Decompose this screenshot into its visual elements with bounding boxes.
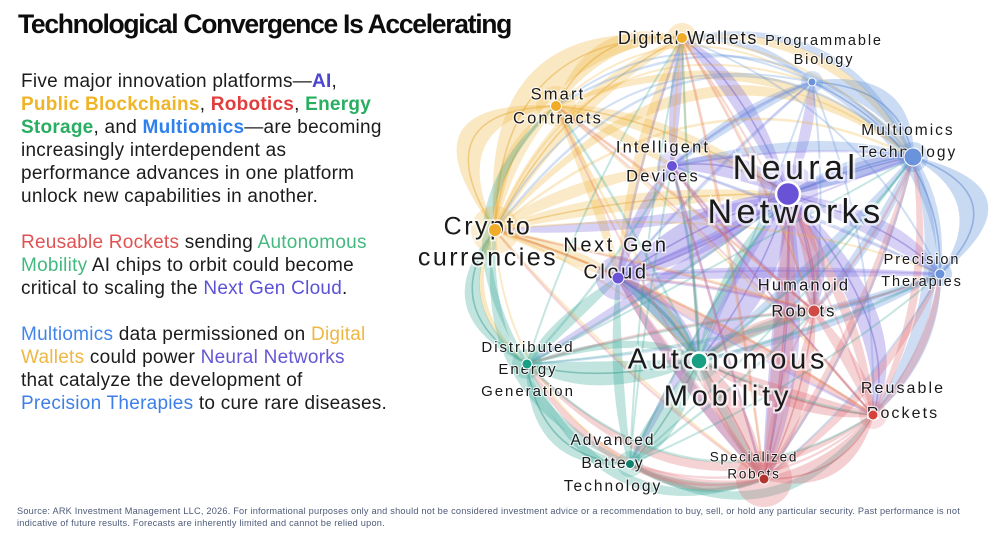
svg-text:Technology: Technology xyxy=(564,478,663,495)
svg-text:Devices: Devices xyxy=(626,167,700,185)
svg-text:Precision: Precision xyxy=(884,252,961,268)
svg-text:Contracts: Contracts xyxy=(513,109,603,127)
svg-text:currencies: currencies xyxy=(418,244,558,272)
svg-text:Therapies: Therapies xyxy=(881,274,963,290)
svg-text:Programmable: Programmable xyxy=(765,33,883,49)
svg-text:Autonomous: Autonomous xyxy=(628,344,829,376)
svg-text:Robots: Robots xyxy=(771,302,836,320)
svg-text:Biology: Biology xyxy=(794,52,855,68)
svg-text:Rockets: Rockets xyxy=(867,405,939,422)
svg-text:Intelligent: Intelligent xyxy=(616,138,710,156)
svg-text:Mobility: Mobility xyxy=(664,381,792,413)
svg-text:Neural: Neural xyxy=(733,149,860,187)
svg-text:Distributed: Distributed xyxy=(481,339,574,356)
svg-text:Specialized: Specialized xyxy=(710,450,798,465)
svg-text:Battery: Battery xyxy=(581,455,644,472)
svg-text:Advanced: Advanced xyxy=(570,432,655,449)
svg-text:Humanoid: Humanoid xyxy=(758,276,850,294)
svg-text:Crypto: Crypto xyxy=(444,213,533,241)
svg-text:Digital Wallets: Digital Wallets xyxy=(618,28,758,48)
svg-text:Smart: Smart xyxy=(531,85,586,103)
svg-text:Reusable: Reusable xyxy=(861,380,945,397)
svg-text:Multiomics: Multiomics xyxy=(861,122,954,139)
svg-text:Next Gen: Next Gen xyxy=(563,234,668,256)
svg-text:Generation: Generation xyxy=(481,383,575,400)
svg-text:Robots: Robots xyxy=(727,467,780,482)
